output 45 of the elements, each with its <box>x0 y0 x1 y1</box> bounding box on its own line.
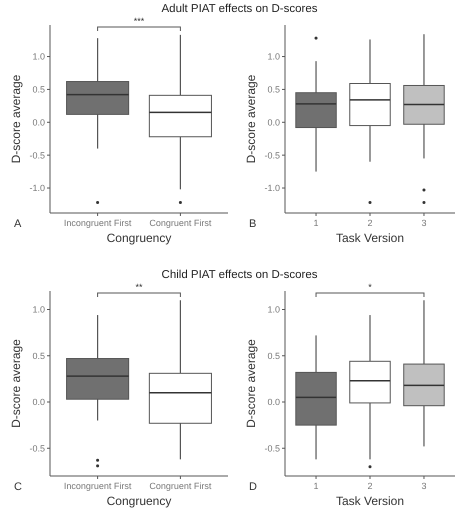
annotation: *** <box>134 16 145 26</box>
y-tick-label: 0.5 <box>267 350 280 361</box>
y-axis-title: D-score average <box>244 338 258 428</box>
annotation: ** <box>135 282 143 292</box>
y-axis-title: D-score average <box>244 74 258 164</box>
y-tick-label: 1.0 <box>32 304 45 315</box>
y-tick-label: 0.0 <box>267 397 280 408</box>
y-tick-label: 1.0 <box>32 52 45 62</box>
y-tick-label: 1.0 <box>267 304 280 315</box>
y-tick-label: 0.5 <box>32 350 45 361</box>
y-tick-label: -0.5 <box>29 443 45 454</box>
y-axis-title: D-score average <box>9 338 23 428</box>
y-tick-label: 0.0 <box>267 117 280 128</box>
x-tick-label: 2 <box>367 218 373 228</box>
x-axis-title: Task Version <box>336 231 404 245</box>
y-tick-label: 0.5 <box>32 84 45 95</box>
x-tick-label: 1 <box>314 218 319 228</box>
x-tick-label: 3 <box>421 218 426 228</box>
y-tick-label: 1.0 <box>267 52 280 62</box>
chart-title: Child PIAT effects on D-scores <box>162 269 318 281</box>
x-tick-label: Congruent First <box>149 218 212 228</box>
y-tick-label: -0.5 <box>264 443 280 454</box>
y-tick-label: -1.0 <box>29 183 45 194</box>
y-tick-label: -1.0 <box>264 183 280 194</box>
text: A <box>14 218 22 230</box>
annotation: * <box>368 282 372 292</box>
y-axis-title: D-score average <box>9 74 23 164</box>
y-tick-label: -0.5 <box>29 150 45 160</box>
text: B <box>249 218 256 230</box>
chart-title: Adult PIAT effects on D-scores <box>162 3 318 15</box>
y-tick-label: -0.5 <box>264 150 280 160</box>
x-tick-label: Congruent First <box>149 481 212 491</box>
x-axis-title: Congruency <box>106 231 172 245</box>
x-axis-title: Congruency <box>106 494 172 508</box>
x-tick-label: Incongruent First <box>64 218 132 228</box>
x-tick-label: Incongruent First <box>64 481 132 491</box>
x-axis-title: Task Version <box>336 494 404 508</box>
y-tick-label: 0.0 <box>32 397 45 408</box>
y-tick-label: 0.5 <box>267 84 280 95</box>
text: D <box>249 481 257 493</box>
y-tick-label: 0.0 <box>32 117 45 128</box>
text: C <box>14 481 22 493</box>
x-tick-label: 3 <box>421 481 426 491</box>
x-tick-label: 1 <box>314 481 319 491</box>
x-tick-label: 2 <box>367 481 373 491</box>
